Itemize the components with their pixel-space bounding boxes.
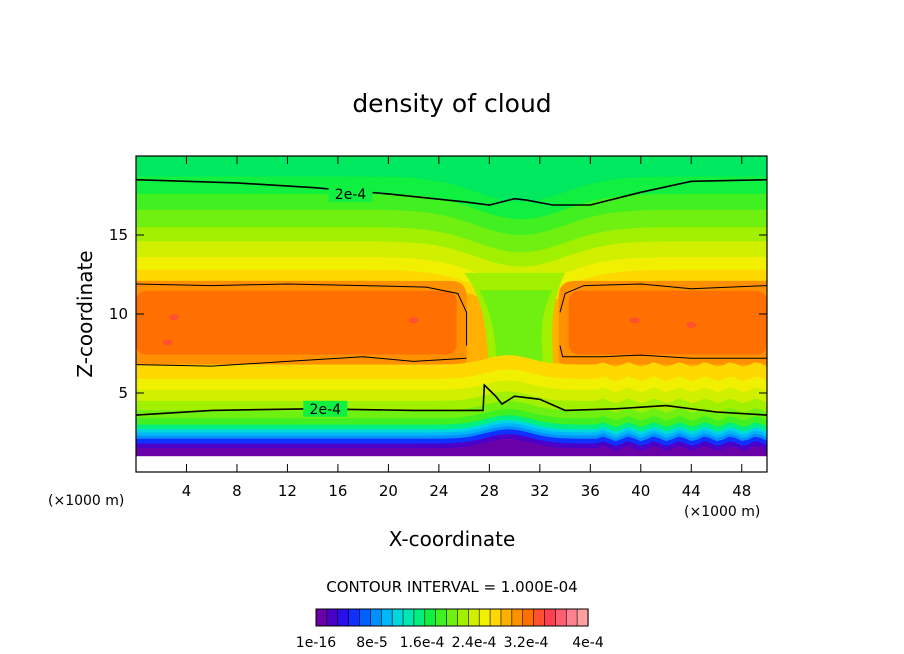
contour-interval-text: CONTOUR INTERVAL = 1.000E-04 <box>326 578 577 596</box>
colorbar-frame <box>315 608 589 627</box>
x-tick-label: 36 <box>581 482 600 500</box>
colorbar-tick-label: 1e-16 <box>296 635 336 651</box>
x-tick-label: 32 <box>530 482 549 500</box>
x-unit-left: (×1000 m) <box>48 493 124 509</box>
colorbar-swatch <box>413 608 426 627</box>
hot-spot <box>629 317 640 324</box>
contour-fill <box>136 156 767 472</box>
hot-spot <box>168 314 179 321</box>
band-fill <box>136 290 457 355</box>
hot-spot <box>686 322 697 329</box>
x-unit-right: (×1000 m) <box>684 504 760 520</box>
colorbar-swatch <box>457 608 469 627</box>
y-tick-label: 5 <box>118 384 128 402</box>
contour-line <box>135 178 768 206</box>
colorbar-swatch <box>533 608 546 627</box>
x-tick-label: 12 <box>278 482 297 500</box>
colorbar-swatch <box>522 608 535 627</box>
band-fill <box>136 438 767 460</box>
colorbar-swatch <box>435 608 448 627</box>
colorbar: 1e-16 8e-5 1.6e-4 2.4e-4 3.2e-4 4e-4 <box>296 608 604 651</box>
contour-lines: 2e-4 2e-4 <box>135 178 768 418</box>
band-fill <box>568 290 767 355</box>
contour-label-bg <box>303 400 348 417</box>
contour-line <box>559 283 768 313</box>
colorbar-swatch <box>478 608 491 627</box>
hot-spot <box>408 317 419 324</box>
colorbar-swatch <box>402 608 415 627</box>
colorbar-swatch <box>337 608 350 627</box>
colorbar-swatch <box>468 608 480 627</box>
colorbar-tick-label: 4e-4 <box>572 635 604 651</box>
y-tick-label: 15 <box>109 226 128 244</box>
hot-spot <box>162 339 173 346</box>
x-tick-label: 40 <box>631 482 650 500</box>
colorbar-swatch <box>359 608 371 627</box>
colorbar-swatch <box>489 608 502 627</box>
colorbar-swatch <box>500 608 513 627</box>
colorbar-swatch <box>424 608 437 627</box>
chart-title: density of cloud <box>352 89 551 118</box>
x-tick-label: 44 <box>682 482 701 500</box>
colorbar-tick-label: 2.4e-4 <box>452 635 497 651</box>
colorbar-swatch <box>391 608 404 627</box>
x-tick-label: 28 <box>480 482 499 500</box>
contour-label: 2e-4 <box>310 402 342 418</box>
colorbar-swatch <box>565 608 578 627</box>
colorbar-swatch <box>315 608 328 627</box>
no-data-strip <box>136 456 767 472</box>
colorbar-tick-label: 8e-5 <box>356 635 387 651</box>
colorbar-swatch <box>544 608 556 627</box>
x-tick-label: 20 <box>379 482 398 500</box>
colorbar-tick-label: 3.2e-4 <box>504 635 549 651</box>
x-tick-label: 8 <box>232 482 242 500</box>
colorbar-swatch <box>380 608 393 627</box>
colorbar-swatch <box>576 608 589 627</box>
colorbar-swatch <box>326 608 339 627</box>
plot-area <box>136 156 767 472</box>
x-tick-label: 16 <box>328 482 347 500</box>
colorbar-swatch <box>446 608 459 627</box>
colorbar-swatch <box>511 608 524 627</box>
x-axis-label: X-coordinate <box>389 527 516 551</box>
y-tick-label: 10 <box>109 305 128 323</box>
contour-line <box>135 356 467 367</box>
x-tick-label: 24 <box>429 482 448 500</box>
colorbar-swatch <box>348 608 361 627</box>
colorbar-swatch <box>555 608 567 627</box>
x-tick-label: 48 <box>732 482 751 500</box>
y-axis-label: Z-coordinate <box>73 250 97 377</box>
contour-line <box>559 345 767 359</box>
x-tick-label: 4 <box>182 482 192 500</box>
contour-label-bg <box>328 185 373 202</box>
colorbar-swatch <box>370 608 382 627</box>
contour-label: 2e-4 <box>335 187 367 203</box>
colorbar-tick-label: 1.6e-4 <box>400 635 445 651</box>
contour-line <box>135 283 468 346</box>
